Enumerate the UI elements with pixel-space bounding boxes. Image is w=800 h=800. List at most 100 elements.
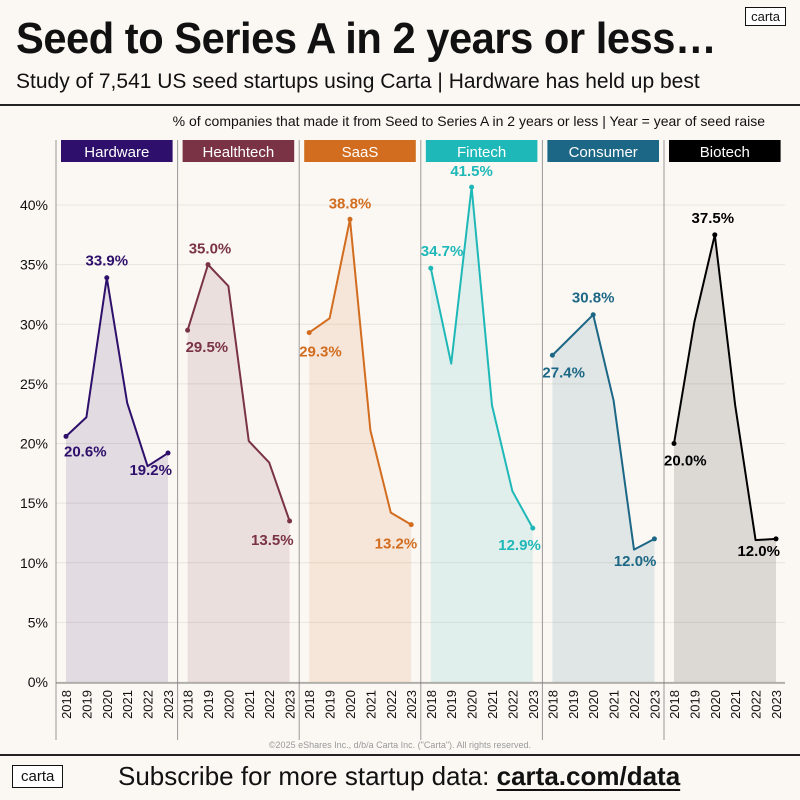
panel-hardware: Hardware 20.6% 33.9% 19.2% 2018 2019 2020 2021 2… xyxy=(55,140,176,740)
category-header-label: SaaS xyxy=(342,144,379,161)
page-title: Seed to Series A in 2 years or less… xyxy=(16,14,717,63)
series-line xyxy=(65,276,169,468)
y-tick-label: 0% xyxy=(28,674,48,690)
x-tick-label: 2018 xyxy=(181,690,196,719)
x-tick-label: 2022 xyxy=(627,690,642,719)
x-tick-label: 2021 xyxy=(728,690,743,719)
data-point xyxy=(63,433,69,439)
panel-fintech: Fintech 34.7% 41.5% 12.9% 2018 2019 2020 2021 20… xyxy=(420,140,541,740)
data-point xyxy=(428,265,434,271)
x-tick-label: 2021 xyxy=(363,690,378,719)
category-header xyxy=(669,140,781,162)
x-tick-label: 2023 xyxy=(161,690,176,719)
copyright: ©2025 eShares Inc., d/b/a Carta Inc. ("C… xyxy=(268,740,532,750)
data-point xyxy=(347,216,353,222)
x-tick-label: 2019 xyxy=(687,690,702,719)
x-tick-label: 2023 xyxy=(283,690,298,719)
data-label: 29.3% xyxy=(299,344,342,361)
series-line xyxy=(308,218,412,526)
data-point xyxy=(408,522,414,528)
data-label: 12.9% xyxy=(498,537,541,554)
category-header xyxy=(425,140,538,162)
data-point xyxy=(185,327,191,333)
x-tick-label: 2018 xyxy=(424,690,439,719)
series-line xyxy=(673,233,777,542)
data-point xyxy=(165,450,171,456)
data-label: 12.0% xyxy=(737,543,780,560)
x-tick-label: 2018 xyxy=(667,690,682,719)
series-line xyxy=(551,313,655,551)
carta-data-link[interactable]: carta.com/data xyxy=(496,761,681,791)
data-label: 35.0% xyxy=(189,241,232,258)
x-tick-label: 2018 xyxy=(545,690,560,719)
data-label: 37.5% xyxy=(692,210,735,227)
x-tick-label: 2021 xyxy=(242,690,257,719)
data-label: 38.8% xyxy=(329,195,372,212)
data-point xyxy=(469,184,475,190)
data-point xyxy=(306,330,312,336)
x-tick-label: 2019 xyxy=(444,690,459,719)
x-tick-label: 2023 xyxy=(404,690,419,719)
data-point xyxy=(287,518,293,524)
area-fill xyxy=(552,314,655,682)
data-label: 13.2% xyxy=(375,536,418,553)
x-tick-label: 2023 xyxy=(769,690,784,719)
x-tick-label: 2022 xyxy=(749,690,764,719)
x-tick-label: 2022 xyxy=(505,690,520,719)
x-tick-label: 2019 xyxy=(79,690,94,719)
category-header-label: Hardware xyxy=(84,144,149,161)
series-line xyxy=(429,186,534,529)
x-tick-label: 2018 xyxy=(59,690,74,719)
x-tick-label: 2020 xyxy=(708,690,723,719)
area-fill xyxy=(430,187,533,683)
data-label: 13.5% xyxy=(251,532,294,549)
x-tick-label: 2020 xyxy=(465,690,480,719)
x-tick-label: 2019 xyxy=(201,690,216,719)
footer-text: Subscribe for more startup data: xyxy=(118,761,497,791)
x-tick-label: 2021 xyxy=(607,690,622,719)
data-point xyxy=(651,536,657,542)
x-tick-label: 2022 xyxy=(262,690,277,719)
divider xyxy=(0,104,800,106)
data-point xyxy=(773,536,779,542)
area-fill xyxy=(187,264,290,682)
x-tick-label: 2020 xyxy=(343,690,358,719)
area-fill xyxy=(674,234,776,682)
category-header xyxy=(61,140,173,162)
category-header-label: Biotech xyxy=(700,144,750,161)
page-subtitle: Study of 7,541 US seed startups using Ca… xyxy=(16,70,700,93)
y-tick-label: 30% xyxy=(20,316,48,332)
data-label: 27.4% xyxy=(542,364,585,381)
x-tick-label: 2019 xyxy=(323,690,338,719)
data-point xyxy=(104,275,110,281)
data-label: 20.6% xyxy=(64,443,107,460)
carta-logo: carta xyxy=(12,765,64,788)
category-header xyxy=(182,140,295,162)
data-point xyxy=(205,262,211,268)
category-header-label: Fintech xyxy=(457,144,506,161)
data-label: 12.0% xyxy=(614,553,657,570)
x-tick-label: 2020 xyxy=(586,690,601,719)
x-tick-label: 2023 xyxy=(526,690,541,719)
data-label: 29.5% xyxy=(186,339,229,356)
footer-cta: Subscribe for more startup data: carta.c… xyxy=(118,761,680,792)
data-point xyxy=(590,312,596,318)
x-tick-label: 2022 xyxy=(141,690,156,719)
panel-saas: SaaS 29.3% 38.8% 13.2% 2018 2019 2020 2021 2022 2… xyxy=(298,140,419,740)
data-label: 30.8% xyxy=(572,290,615,307)
panel-healthtech: Healthtech 29.5% 35.0% 13.5% 2018 2019 2020 202… xyxy=(177,140,298,740)
data-point xyxy=(712,232,718,238)
data-label: 20.0% xyxy=(664,453,707,470)
x-tick-label: 2019 xyxy=(566,690,581,719)
category-header xyxy=(547,140,659,162)
x-tick-label: 2023 xyxy=(647,690,662,719)
x-tick-label: 2021 xyxy=(120,690,135,719)
x-tick-label: 2020 xyxy=(221,690,236,719)
y-tick-label: 15% xyxy=(20,495,48,511)
chart-caption: % of companies that made it from Seed to… xyxy=(172,113,765,129)
y-tick-label: 5% xyxy=(28,614,48,630)
divider xyxy=(0,754,800,756)
series-line xyxy=(186,263,291,522)
y-tick-label: 10% xyxy=(20,555,48,571)
category-header-label: Consumer xyxy=(569,144,638,161)
